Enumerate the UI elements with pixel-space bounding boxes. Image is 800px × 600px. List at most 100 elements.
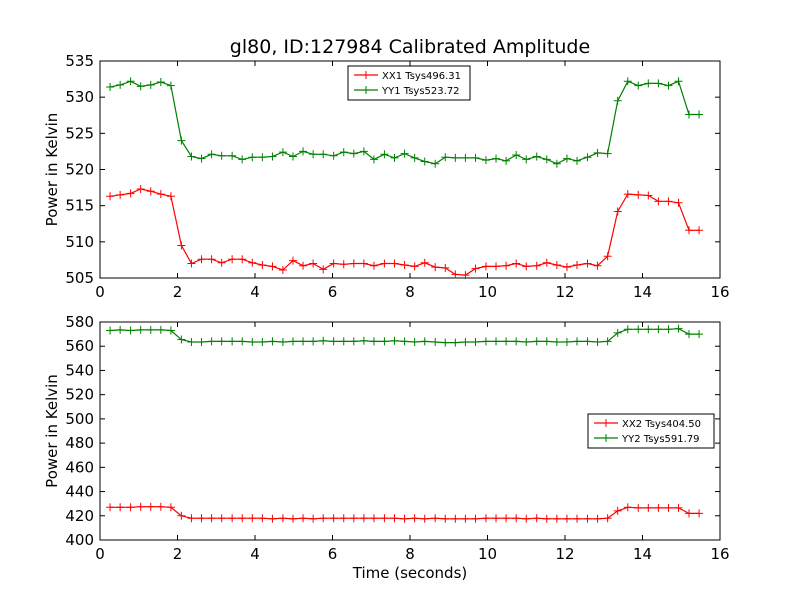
data-point-marker [278, 266, 287, 275]
data-point-marker [685, 110, 693, 119]
data-point-marker [369, 261, 378, 270]
y-axis-label: Power in Kelvin [43, 113, 61, 227]
data-point-marker [329, 337, 338, 346]
data-point-marker [349, 337, 358, 346]
data-point-marker [400, 514, 409, 523]
data-point-marker [126, 503, 135, 512]
data-point-marker [126, 189, 135, 198]
data-point-marker [654, 503, 663, 512]
data-point-marker [603, 337, 612, 346]
y-tick-label: 510 [65, 233, 94, 251]
data-point-marker [309, 337, 318, 346]
y-tick-label: 530 [65, 88, 94, 106]
data-point-marker [664, 503, 673, 512]
data-point-marker [319, 265, 328, 274]
data-point-marker [573, 514, 582, 523]
data-point-marker [431, 337, 440, 346]
data-point-marker [380, 150, 389, 159]
data-point-marker [461, 271, 470, 280]
data-point-marker [207, 337, 216, 346]
data-point-marker [197, 337, 206, 346]
data-point-marker [400, 260, 409, 269]
y-tick-label: 560 [65, 337, 94, 355]
data-point-marker [278, 148, 287, 157]
data-point-marker [390, 259, 399, 268]
legend-marker [602, 434, 610, 442]
data-point-marker [532, 261, 541, 270]
data-point-marker [166, 326, 175, 335]
data-point-marker [369, 514, 378, 523]
data-point-marker [319, 336, 328, 345]
data-point-marker [390, 514, 399, 523]
data-point-marker [369, 337, 378, 346]
data-point-marker [573, 337, 582, 346]
data-point-marker [471, 514, 480, 523]
data-point-marker [552, 260, 561, 269]
data-point-marker [441, 338, 450, 347]
data-point-marker [410, 153, 419, 162]
data-point-marker [603, 149, 612, 158]
data-point-marker [268, 514, 277, 523]
data-point-marker [512, 259, 521, 268]
data-point-marker [258, 153, 267, 162]
data-point-marker [552, 337, 561, 346]
data-point-marker [390, 153, 399, 162]
data-point-marker [369, 155, 378, 164]
data-point-marker [461, 153, 470, 162]
data-point-marker [349, 149, 358, 158]
data-point-marker [258, 260, 267, 269]
data-point-marker [146, 325, 155, 334]
data-point-marker [532, 514, 541, 523]
data-point-marker [228, 514, 237, 523]
data-point-marker [380, 259, 389, 268]
data-point-marker [634, 325, 643, 334]
data-point-marker [522, 155, 531, 164]
data-point-marker [562, 154, 571, 163]
data-point-marker [593, 337, 602, 346]
data-point-marker [288, 152, 297, 161]
data-point-marker [166, 192, 175, 201]
data-point-marker [380, 337, 389, 346]
data-point-marker [258, 514, 267, 523]
x-tick-label: 4 [250, 545, 260, 563]
legend-box [587, 413, 715, 449]
data-point-marker [441, 514, 450, 523]
data-point-marker [268, 152, 277, 161]
data-point-marker [634, 503, 643, 512]
data-point-marker [106, 192, 115, 201]
data-point-marker [177, 136, 186, 145]
data-point-marker [552, 514, 561, 523]
data-point-marker [420, 514, 429, 523]
data-point-marker [238, 155, 247, 164]
data-point-marker [156, 77, 165, 86]
data-point-marker [288, 337, 297, 346]
data-point-marker [268, 262, 277, 271]
y-tick-label: 400 [65, 531, 94, 549]
data-point-marker [228, 337, 237, 346]
data-point-marker [502, 514, 511, 523]
data-point-marker [380, 514, 389, 523]
data-point-marker [420, 337, 429, 346]
data-point-marker [400, 149, 409, 158]
data-point-marker [502, 261, 511, 270]
x-tick-label: 12 [555, 283, 574, 301]
data-point-marker [329, 514, 338, 523]
data-point-marker [238, 337, 247, 346]
data-point-marker [106, 503, 115, 512]
data-point-marker [248, 514, 257, 523]
data-point-marker [502, 337, 511, 346]
data-point-marker [461, 514, 470, 523]
data-point-marker [136, 325, 145, 334]
data-point-marker [623, 77, 632, 86]
data-point-marker [248, 153, 257, 162]
data-point-marker [634, 81, 643, 90]
data-point-marker [512, 514, 521, 523]
data-point-marker [461, 337, 470, 346]
data-point-marker [410, 514, 419, 523]
data-point-marker [156, 502, 165, 511]
data-point-marker [278, 337, 287, 346]
data-point-marker [593, 148, 602, 157]
data-point-marker [309, 259, 318, 268]
y-tick-label: 520 [65, 386, 94, 404]
data-point-marker [136, 82, 145, 91]
